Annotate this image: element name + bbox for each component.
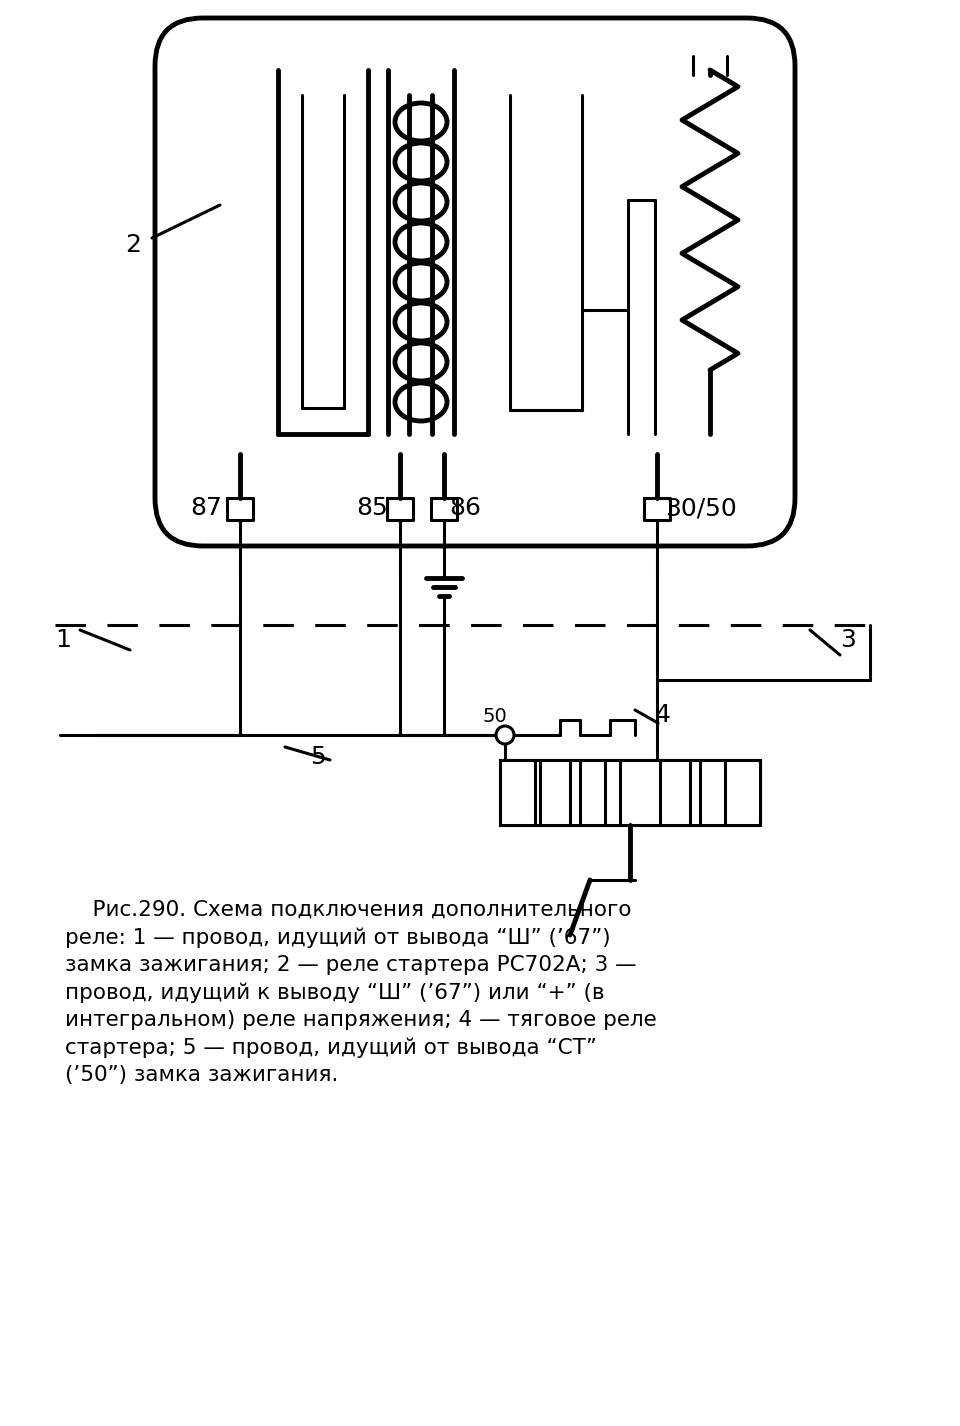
Text: 87: 87: [190, 496, 222, 520]
Text: 2: 2: [125, 232, 141, 257]
Text: 5: 5: [310, 744, 325, 769]
Text: 1: 1: [55, 627, 71, 652]
Text: 3: 3: [840, 627, 856, 652]
Polygon shape: [157, 436, 793, 453]
Polygon shape: [247, 70, 271, 96]
Text: 30/50: 30/50: [665, 496, 736, 520]
Text: 85: 85: [356, 496, 388, 520]
Polygon shape: [500, 760, 760, 826]
Circle shape: [496, 726, 514, 744]
Text: 50: 50: [483, 707, 508, 726]
Polygon shape: [230, 56, 715, 70]
Text: 4: 4: [655, 703, 671, 727]
Text: 86: 86: [449, 496, 481, 520]
FancyBboxPatch shape: [155, 19, 795, 546]
Text: Рис.290. Схема подключения дополнительного
реле: 1 — провод, идущий от вывода “Ш: Рис.290. Схема подключения дополнительно…: [65, 900, 657, 1085]
Polygon shape: [500, 760, 760, 826]
